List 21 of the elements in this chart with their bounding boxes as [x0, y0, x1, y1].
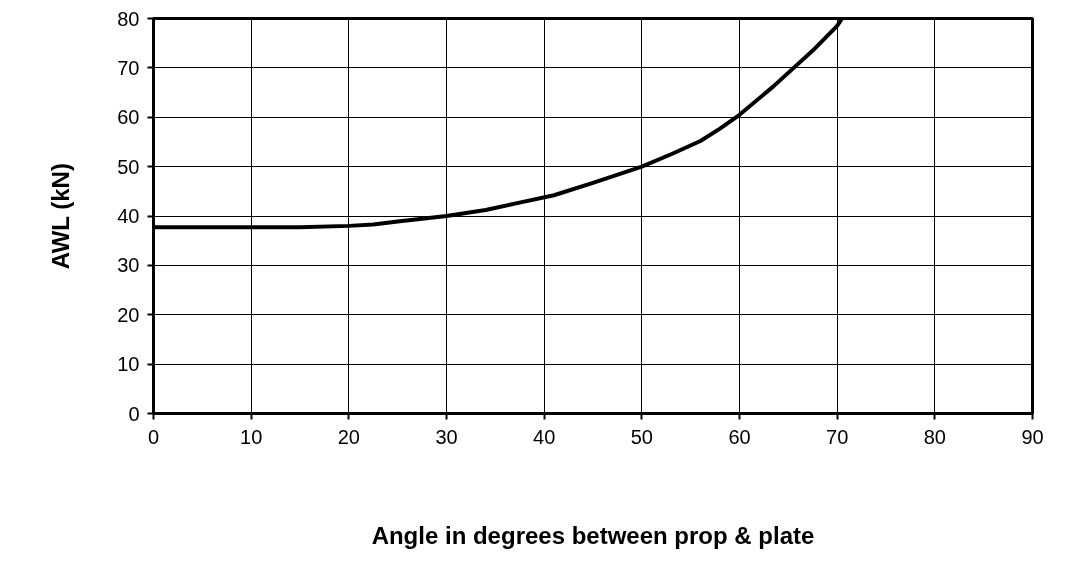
- y-axis-title: AWL (kN): [47, 163, 75, 270]
- y-tick-label: 80: [117, 7, 140, 30]
- x-tick-label: 40: [533, 425, 556, 448]
- y-tick-label: 30: [117, 254, 140, 277]
- y-tick-label: 50: [117, 155, 140, 178]
- x-tick-label: 50: [630, 425, 653, 448]
- x-tick-label: 0: [147, 425, 160, 448]
- x-tick-label: 70: [826, 425, 849, 448]
- x-tick-label: 60: [728, 425, 751, 448]
- y-tick-label: 0: [128, 402, 140, 425]
- x-tick-label: 90: [1021, 425, 1044, 448]
- x-tick-label: 30: [435, 425, 458, 448]
- x-axis-title: Angle in degrees between prop & plate: [371, 521, 815, 549]
- y-tick-label: 10: [117, 353, 140, 376]
- y-tick-label: 40: [117, 205, 140, 227]
- x-tick-label: 20: [337, 425, 360, 448]
- x-tick-label: 10: [240, 425, 263, 448]
- y-tick-label: 70: [117, 56, 140, 79]
- y-tick-label: 20: [117, 303, 140, 326]
- y-tick-label: 60: [117, 106, 140, 129]
- x-tick-label: 80: [923, 425, 946, 448]
